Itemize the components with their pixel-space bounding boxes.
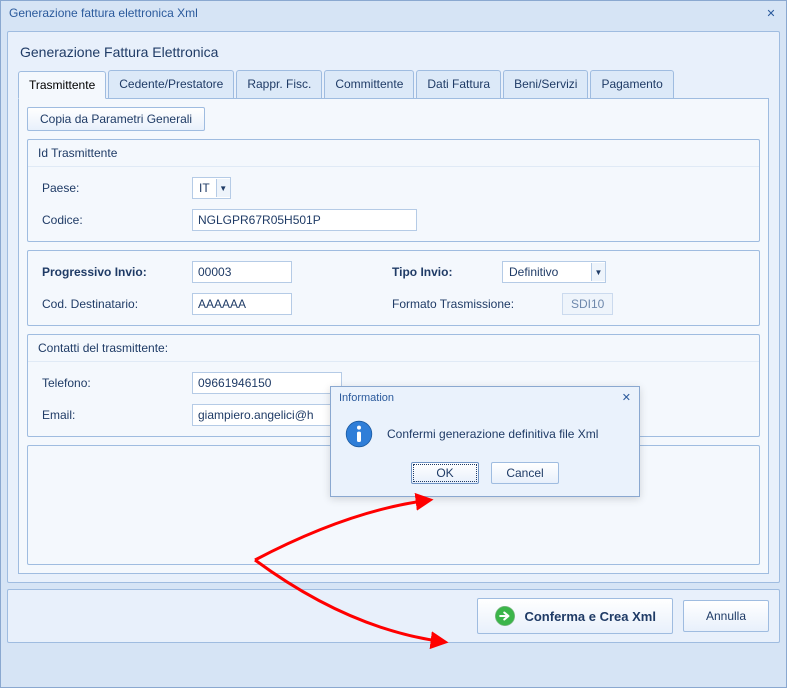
paese-label: Paese: bbox=[42, 181, 192, 195]
tab-committente[interactable]: Committente bbox=[324, 70, 414, 98]
dialog-ok-button[interactable]: OK bbox=[411, 462, 479, 484]
tab-body: Copia da Parametri Generali Id Trasmitte… bbox=[18, 99, 769, 574]
chevron-down-icon[interactable]: ▼ bbox=[216, 179, 230, 197]
codice-label: Codice: bbox=[42, 213, 192, 227]
footer-bar: Conferma e Crea Xml Annulla bbox=[7, 589, 780, 643]
titlebar: Generazione fattura elettronica Xml ✕ bbox=[1, 1, 786, 25]
panel-title: Generazione Fattura Elettronica bbox=[18, 40, 769, 70]
paese-select[interactable]: IT ▼ bbox=[192, 177, 231, 199]
contatti-legend: Contatti del trasmittente: bbox=[28, 335, 759, 362]
tab-rappr-fisc[interactable]: Rappr. Fisc. bbox=[236, 70, 322, 98]
tab-beni-servizi[interactable]: Beni/Servizi bbox=[503, 70, 588, 98]
codice-input[interactable] bbox=[192, 209, 417, 231]
cod-dest-label: Cod. Destinatario: bbox=[42, 297, 192, 311]
dialog-title: Information bbox=[339, 392, 394, 404]
progressivo-input[interactable] bbox=[192, 261, 292, 283]
tipo-invio-select[interactable]: Definitivo ▼ bbox=[502, 261, 606, 283]
email-label: Email: bbox=[42, 408, 192, 422]
telefono-label: Telefono: bbox=[42, 376, 192, 390]
window-title: Generazione fattura elettronica Xml bbox=[9, 6, 198, 20]
dialog-cancel-button[interactable]: Cancel bbox=[491, 462, 559, 484]
email-input[interactable] bbox=[192, 404, 342, 426]
id-trasmittente-group: Id Trasmittente Paese: IT ▼ Codice: bbox=[27, 139, 760, 242]
main-panel: Generazione Fattura Elettronica Trasmitt… bbox=[7, 31, 780, 583]
cod-dest-input[interactable] bbox=[192, 293, 292, 315]
confirm-arrow-icon bbox=[494, 605, 516, 627]
copy-params-button[interactable]: Copia da Parametri Generali bbox=[27, 107, 205, 131]
tipo-invio-label: Tipo Invio: bbox=[392, 265, 502, 279]
dialog-titlebar: Information ✕ bbox=[331, 387, 639, 408]
info-icon bbox=[343, 418, 375, 450]
dialog-message: Confermi generazione definitiva file Xml bbox=[387, 427, 598, 441]
telefono-input[interactable] bbox=[192, 372, 342, 394]
confirm-label: Conferma e Crea Xml bbox=[524, 609, 656, 624]
tipo-invio-value: Definitivo bbox=[503, 262, 591, 282]
window-close-icon[interactable]: ✕ bbox=[764, 7, 778, 19]
invio-group: Progressivo Invio: Cod. Destinatario: Ti… bbox=[27, 250, 760, 326]
tab-dati-fattura[interactable]: Dati Fattura bbox=[416, 70, 501, 98]
cancel-button[interactable]: Annulla bbox=[683, 600, 769, 632]
chevron-down-icon[interactable]: ▼ bbox=[591, 263, 605, 281]
confirm-create-xml-button[interactable]: Conferma e Crea Xml bbox=[477, 598, 673, 634]
paese-value: IT bbox=[193, 178, 216, 198]
tab-pagamento[interactable]: Pagamento bbox=[590, 70, 673, 98]
tab-strip: Trasmittente Cedente/Prestatore Rappr. F… bbox=[18, 70, 769, 99]
tab-cedente-prestatore[interactable]: Cedente/Prestatore bbox=[108, 70, 234, 98]
dialog-close-icon[interactable]: ✕ bbox=[622, 391, 631, 404]
progressivo-label: Progressivo Invio: bbox=[42, 265, 192, 279]
app-window: Generazione fattura elettronica Xml ✕ Ge… bbox=[0, 0, 787, 688]
info-dialog: Information ✕ Confermi generazione defin… bbox=[330, 386, 640, 497]
formato-value: SDI10 bbox=[562, 293, 613, 315]
tab-trasmittente[interactable]: Trasmittente bbox=[18, 71, 106, 99]
id-trasmittente-legend: Id Trasmittente bbox=[28, 140, 759, 167]
formato-label: Formato Trasmissione: bbox=[392, 297, 562, 311]
